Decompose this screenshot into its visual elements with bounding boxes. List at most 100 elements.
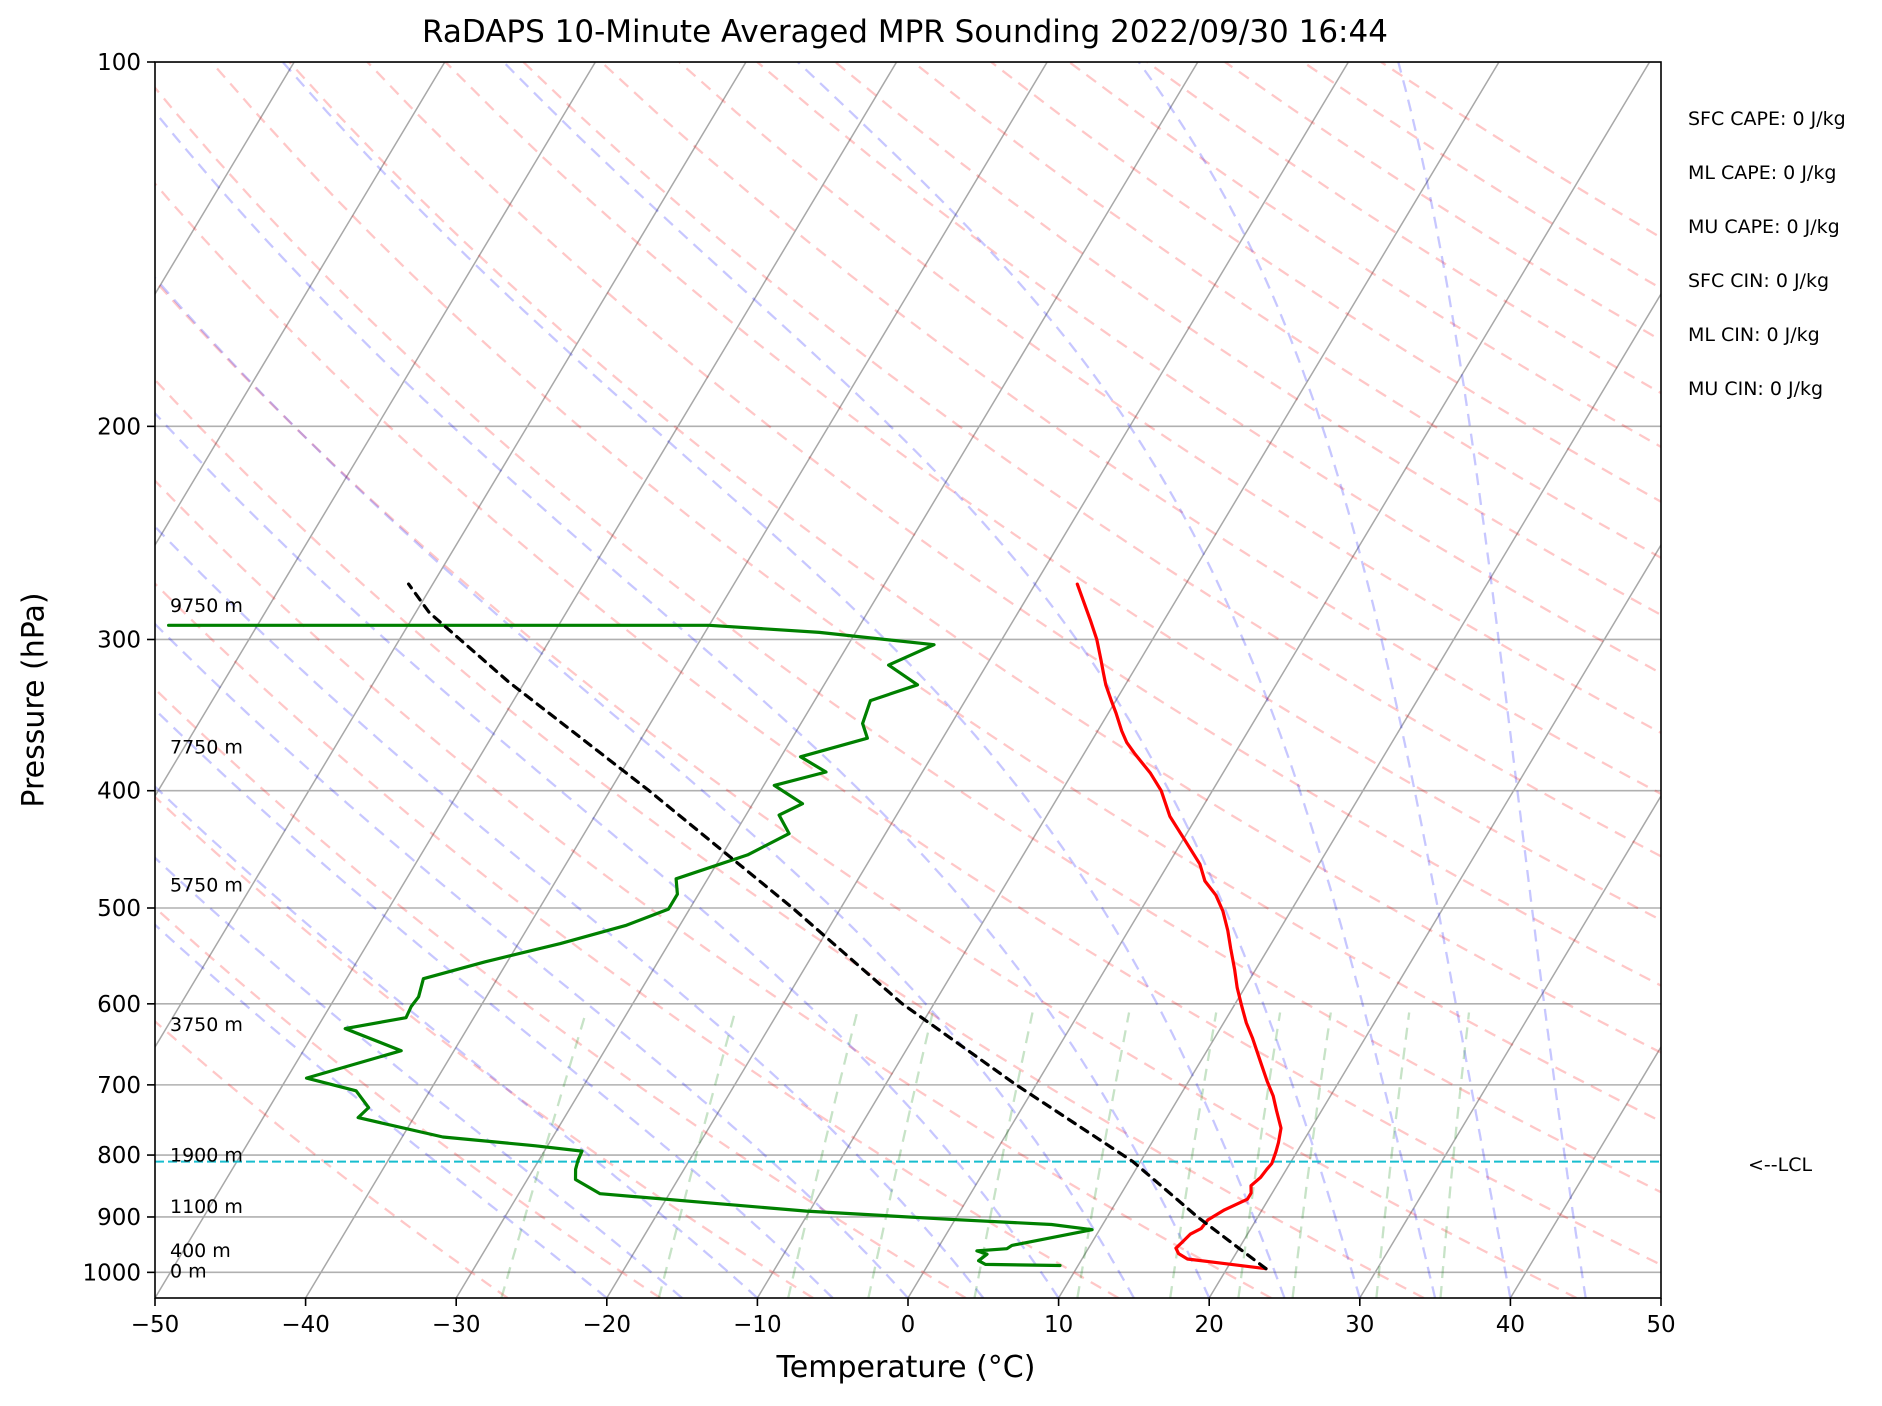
- x-tick-label: −10: [733, 1312, 782, 1338]
- moist-adiabat-line: [155, 525, 985, 1298]
- moist-adiabat-line: [281, 62, 1286, 1298]
- dry-adiabat-line: [155, 378, 1425, 1298]
- height-label: 9750 m: [170, 595, 243, 617]
- dry-adiabat-line: [288, 62, 1661, 1054]
- isotherm-line: [155, 62, 597, 798]
- moist-adiabat-line: [155, 856, 683, 1298]
- dry-adiabat-line: [155, 181, 1661, 1267]
- y-tick-label: 900: [97, 1205, 141, 1231]
- y-tick-label: 700: [97, 1073, 141, 1099]
- height-label: 1900 m: [170, 1144, 243, 1166]
- dry-adiabat-line: [155, 86, 1661, 1194]
- mixing-ratio-line: [500, 1012, 588, 1298]
- isotherm-line: [907, 62, 1651, 1298]
- isotherm-line: [1057, 292, 1661, 1298]
- x-tick-label: 10: [1044, 1312, 1073, 1338]
- mixing-ratio-line: [867, 1012, 934, 1298]
- y-tick-label: 600: [97, 992, 141, 1018]
- lcl-label: <--LCL: [1748, 1154, 1813, 1176]
- height-label: 1100 m: [170, 1196, 243, 1218]
- y-tick-label: 400: [97, 779, 141, 805]
- x-tick-label: 30: [1345, 1312, 1374, 1338]
- y-tick-label: 500: [97, 896, 141, 922]
- dry-adiabat-line: [155, 479, 1272, 1298]
- dry-adiabat-line: [155, 279, 1578, 1298]
- x-tick-label: −30: [432, 1312, 481, 1338]
- mixing-ratio-line: [1169, 1012, 1218, 1298]
- height-label: 400 m: [170, 1240, 231, 1262]
- mu-cape-label: MU CAPE: 0 J/kg: [1688, 216, 1840, 238]
- isotherm-line: [1509, 1045, 1661, 1298]
- height-label: 5750 m: [170, 875, 243, 897]
- dry-adiabat-line: [756, 62, 1661, 675]
- mixing-ratio-line: [657, 1012, 737, 1298]
- mixing-ratio-line: [787, 1012, 859, 1298]
- isotherm-line: [304, 62, 1048, 1298]
- x-tick-label: −20: [583, 1312, 632, 1338]
- y-tick-label: 800: [97, 1143, 141, 1169]
- isotherm-line: [756, 62, 1500, 1298]
- mixing-ratio-line: [1439, 1012, 1471, 1298]
- data-series: [155, 582, 1661, 1271]
- moist-adiabat-line: [155, 785, 759, 1298]
- x-tick-label: −50: [131, 1312, 180, 1338]
- y-axis-label: Pressure (hPa): [16, 592, 52, 808]
- mu-cin-label: MU CIN: 0 J/kg: [1688, 378, 1824, 400]
- mixing-ratio-line: [1076, 1012, 1131, 1298]
- background-lines: [155, 62, 1661, 1298]
- moist-adiabat-line: [155, 110, 1211, 1298]
- x-tick-label: −40: [281, 1312, 330, 1338]
- x-axis-label: Temperature (°C): [776, 1350, 1036, 1385]
- dry-adiabat-line: [155, 906, 662, 1298]
- y-tick-label: 100: [97, 50, 141, 76]
- mixing-ratio-line: [1237, 1012, 1282, 1298]
- moist-adiabat-line: [797, 62, 1437, 1298]
- ml-cape-label: ML CAPE: 0 J/kg: [1688, 162, 1837, 184]
- mixing-ratio-line: [1375, 1012, 1411, 1298]
- moist-adiabat-line: [155, 622, 909, 1298]
- sfc-cin-label: SFC CIN: 0 J/kg: [1688, 270, 1830, 292]
- dry-adiabat-line: [210, 62, 1661, 1123]
- temperature-profile-line: [1075, 582, 1283, 1271]
- isotherm-line: [155, 62, 295, 296]
- x-tick-label: 0: [901, 1312, 916, 1338]
- dewpoint-profile-line: [167, 623, 1094, 1268]
- y-tick-label: 300: [97, 627, 141, 653]
- sfc-cape-label: SFC CAPE: 0 J/kg: [1688, 108, 1846, 130]
- dry-adiabat-line: [155, 1019, 509, 1298]
- dry-adiabat-line: [366, 62, 1661, 987]
- isotherm-line: [1359, 794, 1661, 1298]
- dry-adiabat-line: [600, 62, 1661, 796]
- dry-adiabat-line: [522, 62, 1661, 858]
- isotherm-line: [155, 62, 747, 1049]
- mixing-ratio-line: [973, 1012, 1034, 1298]
- mixing-ratio-line: [1291, 1012, 1332, 1298]
- parcel-profile-line: [407, 582, 1268, 1271]
- height-label: 7750 m: [170, 736, 243, 758]
- moist-adiabat-line: [155, 923, 608, 1298]
- height-label: 0 m: [170, 1260, 207, 1282]
- dry-adiabat-line: [155, 795, 814, 1298]
- height-label: 3750 m: [170, 1014, 243, 1036]
- dry-adiabat-line: [155, 582, 1120, 1298]
- ml-cin-label: ML CIN: 0 J/kg: [1688, 324, 1820, 346]
- dry-adiabat-line: [155, 687, 967, 1298]
- isotherm-line: [155, 62, 898, 1298]
- moist-adiabat-line: [1137, 62, 1512, 1298]
- moist-adiabat-line: [502, 62, 1361, 1298]
- x-tick-label: 50: [1646, 1312, 1675, 1338]
- isotherm-line: [1208, 543, 1661, 1298]
- height-labels: 9750 m 7750 m 5750 m 3750 m 1900 m 1100 m 400 …: [170, 595, 243, 1282]
- isotherm-line: [606, 62, 1350, 1298]
- moist-adiabat-line: [155, 276, 1135, 1298]
- y-tick-label: 1000: [82, 1260, 141, 1286]
- moist-adiabat-line: [155, 411, 1060, 1298]
- moist-adiabat-line: [155, 708, 834, 1298]
- dry-adiabat-line: [444, 62, 1661, 922]
- x-tick-label: 20: [1195, 1312, 1224, 1338]
- chart-title: RaDAPS 10-Minute Averaged MPR Sounding 2…: [422, 14, 1388, 50]
- y-tick-label: 200: [97, 414, 141, 440]
- moist-adiabat-line: [1397, 62, 1587, 1298]
